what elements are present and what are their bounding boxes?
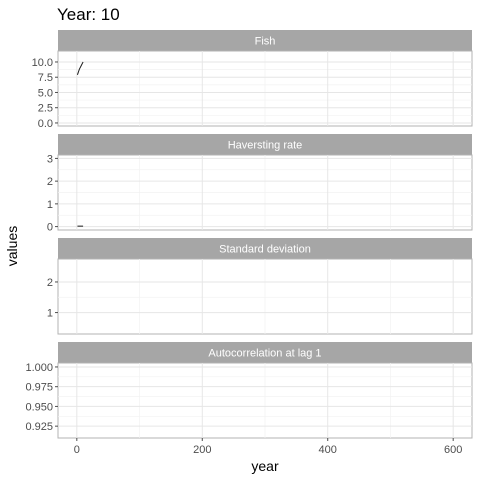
y-tick-label: 0	[47, 222, 53, 234]
y-tick-label: 0.975	[25, 382, 53, 394]
y-tick-label: 0.0	[38, 118, 53, 130]
y-tick-label: 1	[47, 308, 53, 320]
series-line	[76, 61, 84, 75]
facet-strip-label: Fish	[255, 36, 276, 48]
y-axis-title: values	[4, 226, 20, 266]
facet-strip	[58, 238, 472, 259]
facet-strip	[58, 30, 472, 51]
y-tick-label: 7.5	[38, 72, 53, 84]
y-tick-label: 5.0	[38, 87, 53, 99]
y-tick-label: 0.925	[25, 421, 53, 433]
y-tick-label: 0.950	[25, 401, 53, 413]
x-tick-label: 400	[319, 444, 337, 456]
y-tick-label: 2	[47, 277, 53, 289]
facet-panels: Fish 0.0 2.5 5.0 7.5 10.0 Haversting rate 0 1 2 3 S…	[25, 30, 473, 439]
y-tick-label: 3	[47, 153, 53, 165]
facet-strip	[58, 342, 472, 363]
x-axis-title: year	[251, 458, 279, 474]
facet-panel: Standard deviation 1 2	[47, 238, 473, 335]
y-tick-label: 2.5	[38, 103, 53, 115]
y-tick-label: 10.0	[32, 57, 53, 69]
facet-strip-label: Haversting rate	[228, 140, 303, 152]
facet-panel: Fish 0.0 2.5 5.0 7.5 10.0	[32, 30, 473, 130]
facet-strip-label: Standard deviation	[219, 244, 311, 256]
facet-panel: Haversting rate 0 1 2 3	[47, 134, 473, 234]
y-tick-label: 2	[47, 176, 53, 188]
facet-strip-label: Autocorrelation at lag 1	[208, 348, 321, 360]
chart-title: Year: 10	[57, 5, 120, 24]
y-tick-label: 1.000	[25, 362, 53, 374]
x-axis: 0 200 400 600	[74, 438, 462, 456]
facet-panel: Autocorrelation at lag 1 0.925 0.950 0.975 1…	[25, 342, 473, 439]
x-tick-label: 200	[193, 444, 211, 456]
x-tick-label: 600	[444, 444, 462, 456]
x-tick-label: 0	[74, 444, 80, 456]
y-tick-label: 1	[47, 199, 53, 211]
facet-strip	[58, 134, 472, 155]
